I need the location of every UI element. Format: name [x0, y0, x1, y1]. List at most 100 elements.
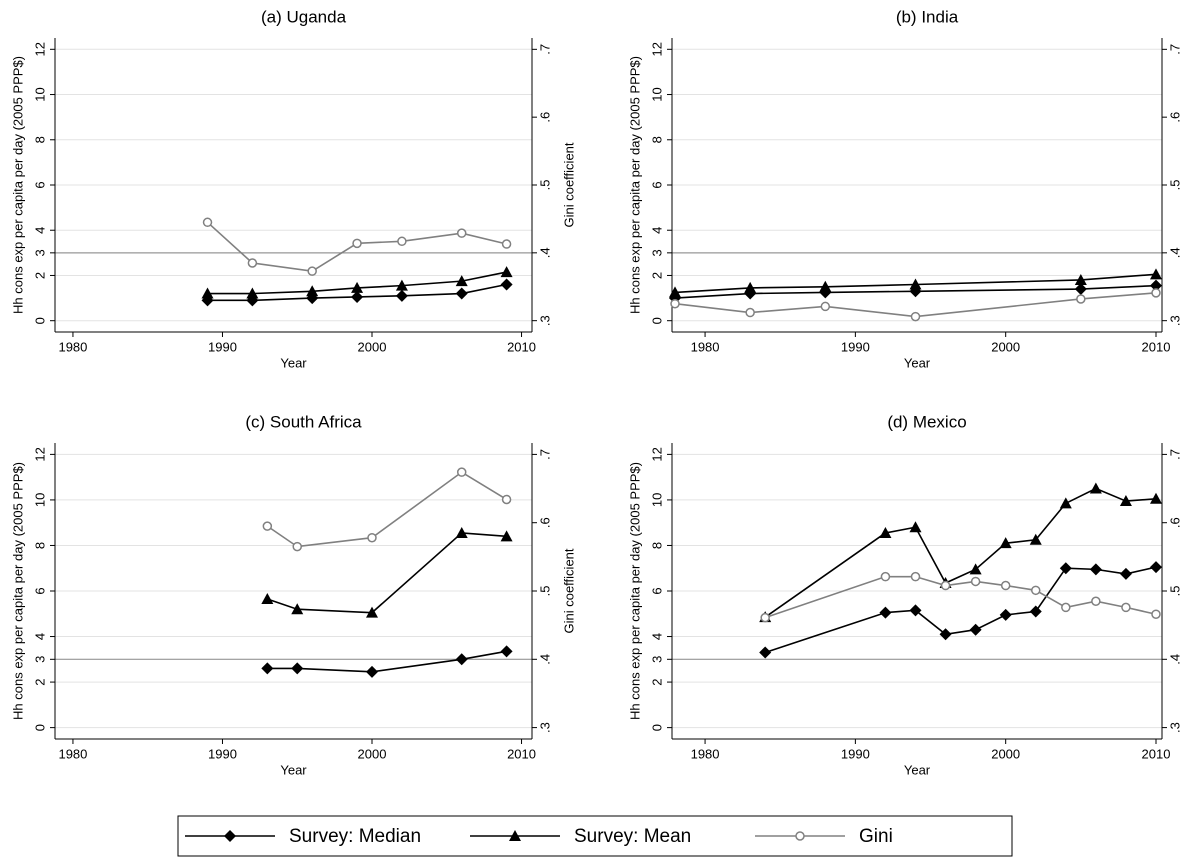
point [1000, 580, 1011, 591]
point [351, 290, 364, 303]
point [500, 645, 513, 658]
x-tick-label: 1980 [58, 746, 87, 761]
y-tick-label: 0 [32, 317, 47, 324]
point [306, 285, 319, 297]
point [455, 653, 468, 666]
point [1121, 602, 1131, 613]
point [456, 228, 467, 238]
chart-title: (d) Mexico [887, 412, 966, 431]
x-tick-label: 1990 [841, 746, 870, 761]
y-tick-label: 12 [32, 42, 47, 56]
point [879, 526, 892, 538]
point [366, 606, 379, 618]
legend-marker [224, 830, 236, 842]
y2-tick-label: .7 [1167, 44, 1182, 55]
x-tick-label: 1990 [208, 746, 237, 761]
y-tick-label: 3 [649, 249, 664, 256]
point [397, 236, 407, 247]
point [455, 275, 468, 287]
chart-title: (a) Uganda [261, 7, 347, 26]
y-tick-label: 2 [649, 678, 664, 685]
point [202, 217, 213, 228]
y-tick-label: 10 [649, 493, 664, 507]
point [760, 612, 770, 623]
point [1149, 268, 1162, 280]
legend-marker [795, 831, 805, 841]
point [1076, 294, 1086, 304]
y-tick-label: 6 [32, 587, 47, 594]
point [910, 311, 921, 322]
point [940, 580, 951, 591]
x-tick-label: 2010 [1142, 746, 1171, 761]
point [1151, 609, 1161, 619]
point [909, 278, 922, 290]
legend-box [177, 815, 1013, 857]
x-tick-label: 2000 [358, 339, 387, 354]
y2-tick-label: .6 [537, 112, 552, 123]
y-tick-label: 12 [649, 42, 664, 56]
series-line [674, 273, 1157, 294]
y-tick-label: 8 [649, 136, 664, 143]
point [1074, 273, 1087, 285]
point [456, 467, 467, 477]
point [669, 286, 682, 298]
y-tick-label: 10 [32, 493, 47, 507]
point [819, 280, 832, 292]
point [1061, 602, 1071, 613]
legend-label: Survey: Median [289, 826, 421, 847]
y-tick-label: 4 [649, 227, 664, 234]
y-axis-label: Hh cons exp per capita per day (2005 PPP… [10, 462, 25, 720]
point [744, 281, 757, 293]
y-tick-label: 0 [32, 724, 47, 731]
point [1089, 563, 1102, 576]
y-axis-label: Hh cons exp per capita per day (2005 PPP… [627, 56, 642, 314]
point [352, 238, 362, 249]
point [246, 287, 259, 299]
y2-tick-label: .3 [1167, 315, 1182, 326]
x-tick-label: 1980 [58, 339, 87, 354]
y2-tick-label: .4 [1167, 654, 1182, 665]
point [745, 307, 755, 318]
y2-axis-label: Gini coefficient [561, 548, 576, 633]
x-tick-label: 2010 [1142, 339, 1171, 354]
point [999, 537, 1012, 549]
point [292, 541, 302, 552]
x-tick-label: 1990 [208, 339, 237, 354]
x-tick-label: 1980 [691, 339, 720, 354]
y-tick-label: 10 [649, 87, 664, 101]
x-axis-label: Year [280, 762, 307, 777]
point [262, 521, 273, 531]
point [395, 279, 408, 291]
point [879, 606, 892, 619]
y2-tick-label: .5 [1167, 180, 1182, 191]
legend-marker [509, 830, 521, 841]
y-tick-label: 2 [32, 272, 47, 279]
point [1151, 288, 1161, 298]
y-tick-label: 6 [649, 587, 664, 594]
y2-tick-label: .3 [1167, 722, 1182, 733]
x-axis-label: Year [904, 762, 931, 777]
point [820, 301, 831, 312]
point [1059, 562, 1072, 575]
point [969, 563, 982, 575]
point [291, 662, 304, 675]
y-tick-label: 3 [32, 249, 47, 256]
point [501, 494, 512, 505]
chart-title: (c) South Africa [245, 412, 362, 431]
y-tick-label: 6 [32, 181, 47, 188]
chart-title: (b) India [896, 7, 959, 26]
point [1149, 561, 1162, 574]
point [1074, 283, 1087, 296]
point [500, 530, 513, 542]
point [500, 278, 513, 291]
y2-tick-label: .3 [537, 315, 552, 326]
y-tick-label: 10 [32, 87, 47, 101]
x-axis-label: Year [904, 355, 931, 370]
point [999, 608, 1012, 621]
x-tick-label: 2000 [991, 339, 1020, 354]
point [670, 298, 680, 309]
point [247, 258, 258, 268]
y-tick-label: 8 [32, 136, 47, 143]
